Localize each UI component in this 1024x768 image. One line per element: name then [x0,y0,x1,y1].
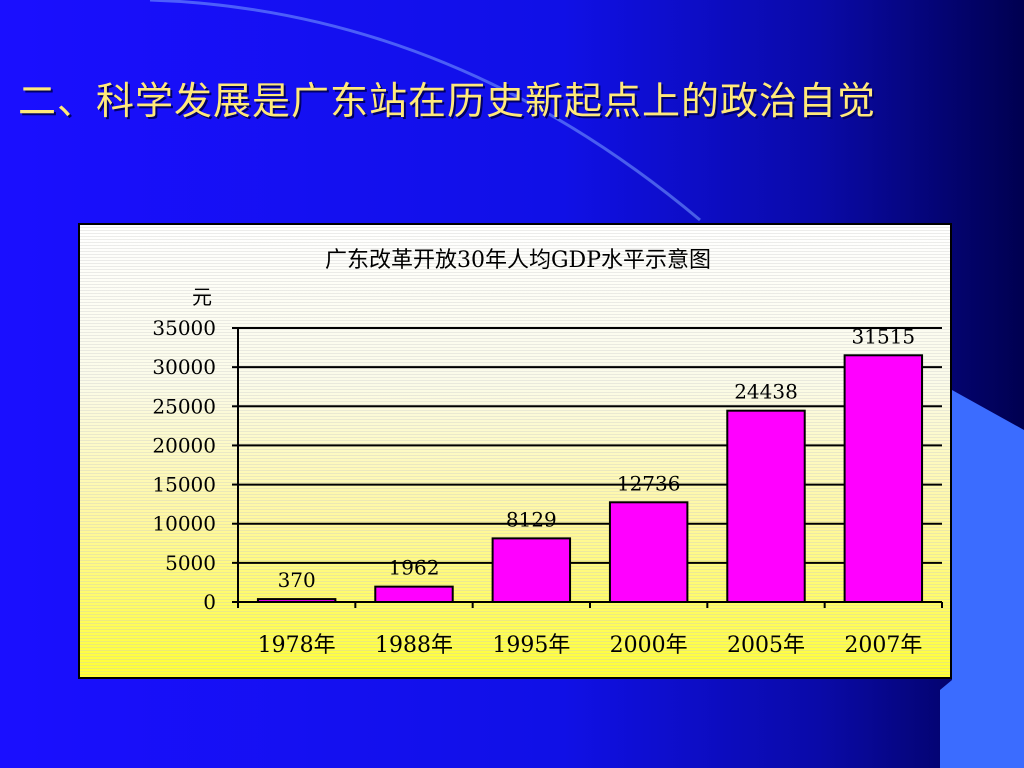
data-label: 12736 [617,471,681,495]
x-tick-label: 2007年 [844,633,922,658]
y-tick-label: 10000 [152,512,216,536]
x-tick-label: 2000年 [610,633,688,658]
bar [491,537,572,603]
data-label: 31515 [852,324,916,348]
chart-title: 广东改革开放30年人均GDP水平示意图 [325,248,711,273]
x-tick-label: 1995年 [492,633,570,658]
accent-wedge-right [940,390,1024,768]
y-tick-label: 35000 [152,316,216,340]
bar [843,354,924,603]
bar [256,598,337,603]
light-sweep-curve [149,0,701,222]
y-tick-label: 20000 [152,433,216,457]
data-label: 1962 [389,556,440,580]
y-tick-label: 30000 [152,355,216,379]
y-axis-ticks: 0 5000 10000 15000 20000 25000 30000 35000 [152,316,216,614]
x-axis-ticks: 1978年 1988年 1995年 2000年 2005年 2007年 [258,633,923,658]
y-axis-unit-label: 元 [192,285,212,309]
slide-title: 二、科学发展是广东站在历史新起点上的政治自觉 [18,79,877,123]
y-tick-label: 0 [203,590,216,614]
data-labels: 370 1962 8129 12736 24438 31515 [278,324,916,592]
data-label: 8129 [506,507,557,531]
bar [374,585,454,604]
x-tick-label: 1988年 [375,633,453,658]
y-tick-label: 15000 [152,473,216,497]
bar [726,409,806,603]
bars [256,354,924,604]
y-tick-label: 5000 [165,551,216,575]
x-tick-label: 1978年 [258,633,336,658]
x-tick-label: 2005年 [727,633,805,658]
bar-chart: 广东改革开放30年人均GDP水平示意图 元 0 5000 10000 15000 200… [152,248,943,658]
chart-panel: 广东改革开放30年人均GDP水平示意图 元 0 5000 10000 15000 200… [78,223,952,679]
y-tick-label: 25000 [152,394,216,418]
gridlines [232,327,943,608]
data-label: 24438 [734,380,798,404]
data-label: 370 [278,568,316,592]
bar [608,501,689,604]
